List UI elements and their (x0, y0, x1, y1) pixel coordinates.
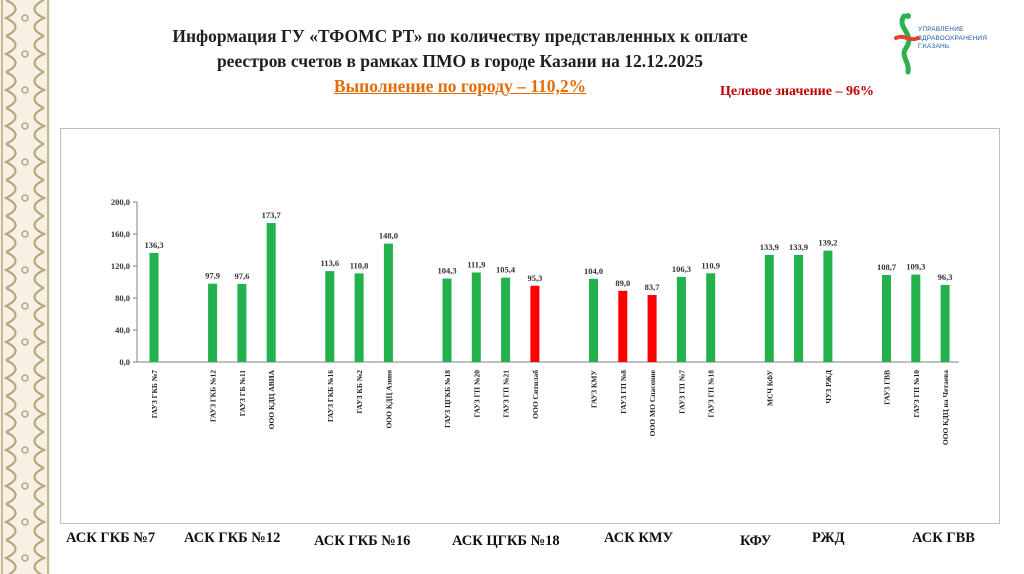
data-label: 133,9 (789, 242, 808, 252)
bar (589, 278, 598, 362)
bar (940, 284, 950, 362)
bar (764, 254, 774, 362)
data-label: 136,3 (144, 240, 163, 250)
bar (706, 273, 716, 362)
category-label: ООО Ситилаб (531, 370, 540, 419)
y-tick-label: 40,0 (115, 325, 130, 335)
data-label: 148,0 (379, 231, 398, 241)
logo-line-3: Г.КАЗАНЬ (918, 43, 950, 50)
bar (266, 223, 276, 362)
data-label: 109,3 (906, 262, 925, 272)
title-line-1: Информация ГУ «ТФОМС РТ» по количеству п… (172, 26, 748, 46)
bar (208, 283, 218, 362)
group-label-kfu: КФУ (740, 533, 772, 549)
group-label-gvv: АСК ГВВ (912, 530, 975, 546)
y-tick-label: 200,0 (111, 197, 130, 207)
logo-line-1: УПРАВЛЕНИЕ (918, 26, 964, 33)
category-label: ГАУЗ ГП №8 (619, 370, 628, 414)
ornament-border (0, 0, 50, 574)
bar (383, 243, 393, 362)
category-label: ООО КДЦ Азино (384, 370, 393, 429)
category-label: ГАУЗ ГКБ №12 (209, 370, 218, 422)
category-label: ГАУЗ ГКБ №7 (150, 370, 159, 419)
category-label: ГАУЗ ГП №21 (502, 370, 511, 418)
y-tick-label: 160,0 (111, 229, 130, 239)
bar (794, 254, 804, 362)
data-label: 139,2 (818, 238, 837, 248)
data-label: 104,0 (584, 266, 603, 276)
data-label: 97,6 (234, 271, 249, 281)
data-label: 110,8 (350, 260, 369, 270)
title-line-2: реестров счетов в рамках ПМО в городе Ка… (216, 51, 704, 71)
data-label: 97,9 (205, 271, 220, 281)
category-label: ГАУЗ КМУ (590, 370, 599, 408)
category-label: ГАУЗ ГВВ (883, 370, 892, 405)
bar (237, 283, 247, 362)
data-label: 105,4 (496, 265, 516, 275)
data-label: 89,0 (615, 278, 630, 288)
data-label: 113,6 (320, 258, 339, 268)
category-label: ГАУЗ ГКБ №16 (326, 370, 335, 422)
group-label-gkb7: АСК ГКБ №7 (66, 530, 156, 546)
category-label: ООО КДЦ на Четаева (941, 370, 950, 445)
bar (823, 250, 833, 362)
data-label: 96,3 (938, 272, 953, 282)
group-label-gkb12: АСК ГКБ №12 (184, 530, 281, 546)
health-department-logo-icon (894, 13, 920, 75)
y-tick-label: 80,0 (115, 293, 130, 303)
data-label: 83,7 (645, 282, 661, 292)
category-label: ООО МО Спасение (648, 369, 657, 436)
category-label: ГАУЗ ГП №20 (472, 370, 481, 418)
category-label: ГАУЗ ГП №7 (677, 370, 686, 414)
category-label: ГАУЗ КБ №2 (355, 370, 364, 414)
bar (501, 277, 511, 362)
y-tick-label: 120,0 (111, 261, 130, 271)
data-label: 108,7 (877, 262, 897, 272)
data-label: 173,7 (262, 210, 282, 220)
logo-line-2: ЗДРАВООХРАНЕНИЯ (918, 34, 988, 42)
category-label: МСЧ КФУ (765, 370, 774, 406)
page-title: Информация ГУ «ТФОМС РТ» по количеству п… (60, 24, 860, 99)
group-label-kmu: АСК КМУ (604, 530, 674, 546)
group-label-cgkb18: АСК ЦГКБ №18 (452, 533, 560, 549)
target-value-label: Целевое значение – 96% (720, 84, 874, 99)
data-label: 111,9 (467, 259, 485, 269)
chart-frame (60, 128, 1000, 524)
category-label: ГАУЗ ГБ №11 (238, 370, 247, 416)
bar (911, 274, 921, 362)
category-label: ООО КДЦ АВИА (267, 369, 276, 429)
bar (618, 290, 628, 362)
data-label: 110,9 (701, 260, 720, 270)
category-label: ГАУЗ ГП №10 (912, 370, 921, 418)
category-label: ЧУЗ РЖД (824, 369, 833, 403)
city-performance-subtitle: Выполнение по городу – 110,2% (333, 76, 587, 96)
data-label: 104,3 (437, 266, 456, 276)
group-label-rzhd: РЖД (812, 530, 845, 546)
group-label-gkb16: АСК ГКБ №16 (314, 533, 411, 549)
y-tick-label: 0,0 (119, 357, 130, 367)
data-label: 133,9 (760, 242, 779, 252)
bar (882, 275, 891, 362)
category-label: ГАУЗ ГП №18 (707, 370, 716, 418)
bar (354, 273, 364, 362)
logo-text: УПРАВЛЕНИЕ ЗДРАВООХРАНЕНИЯ Г.КАЗАНЬ (918, 26, 987, 52)
bar (647, 295, 657, 362)
bar (530, 285, 540, 362)
bar (442, 278, 452, 362)
data-label: 106,3 (672, 264, 691, 274)
category-label: ГАУЗ ЦГКБ №18 (443, 370, 452, 428)
bar (471, 272, 481, 362)
bar (676, 276, 686, 362)
bar (325, 271, 335, 362)
data-label: 95,3 (527, 273, 542, 283)
bar (149, 252, 159, 362)
